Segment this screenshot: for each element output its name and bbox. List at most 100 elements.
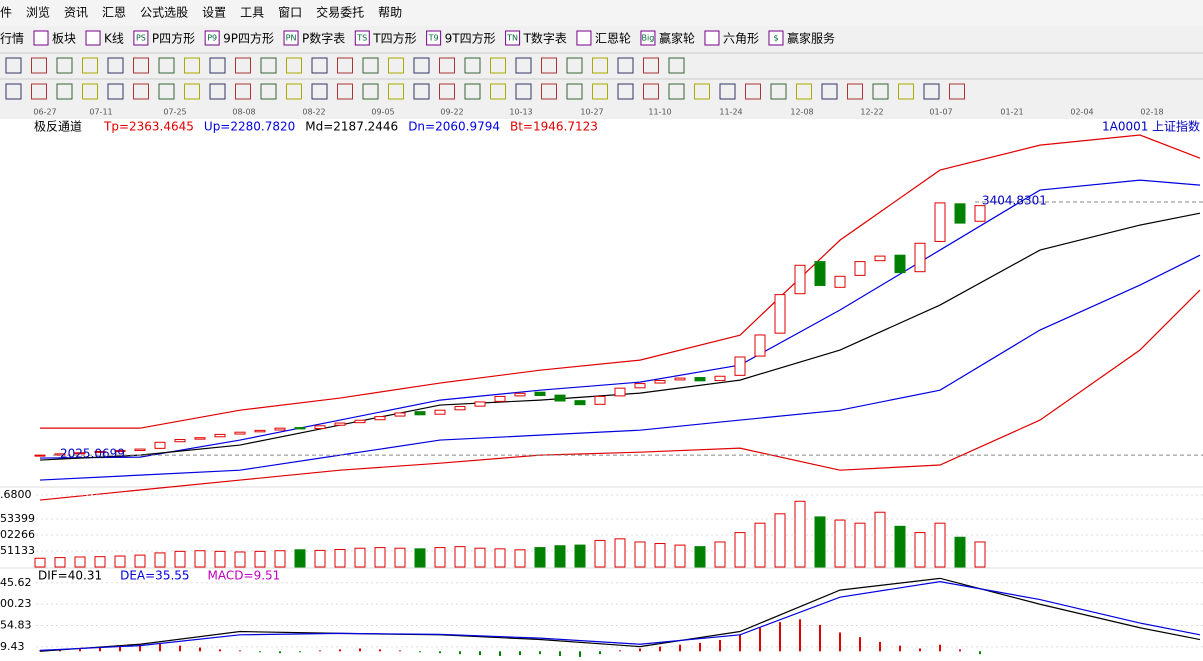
tool-icon[interactable] bbox=[668, 83, 685, 100]
tool-icon[interactable] bbox=[362, 83, 379, 100]
tool-icon[interactable] bbox=[541, 57, 557, 74]
tool-icon[interactable] bbox=[311, 83, 328, 100]
tool-icon[interactable] bbox=[768, 30, 784, 46]
tool-icon[interactable] bbox=[283, 30, 299, 46]
tool-button[interactable]: P数字表 bbox=[302, 31, 345, 46]
tool-button[interactable]: 行情 bbox=[0, 32, 24, 46]
tool-icon[interactable] bbox=[158, 83, 175, 100]
tool-icon-text[interactable]: Big bbox=[642, 34, 655, 43]
tool-icon[interactable] bbox=[745, 83, 761, 100]
menu-item[interactable]: 窗口 bbox=[278, 6, 302, 20]
tool-icon[interactable] bbox=[31, 57, 47, 74]
menu-item[interactable]: 资讯 bbox=[64, 6, 88, 20]
tool-icon[interactable] bbox=[337, 83, 353, 100]
tool-icon[interactable] bbox=[388, 83, 404, 100]
tool-icon[interactable] bbox=[260, 83, 277, 100]
tool-icon[interactable] bbox=[847, 83, 863, 100]
tool-icon[interactable] bbox=[617, 57, 634, 74]
tool-icon[interactable] bbox=[82, 83, 98, 100]
tool-icon[interactable] bbox=[643, 83, 659, 100]
tool-icon[interactable] bbox=[354, 30, 370, 46]
tool-icon[interactable] bbox=[464, 83, 481, 100]
menu-item[interactable]: 工具 bbox=[240, 6, 264, 20]
menu-item[interactable]: 公式选股 bbox=[140, 6, 188, 20]
tool-icon[interactable] bbox=[133, 83, 149, 100]
tool-button[interactable]: 赢家服务 bbox=[787, 31, 835, 46]
tool-icon[interactable] bbox=[5, 57, 22, 74]
tool-icon[interactable] bbox=[566, 57, 583, 74]
tool-icon[interactable] bbox=[56, 83, 73, 100]
tool-button[interactable]: T数字表 bbox=[523, 31, 567, 46]
tool-icon[interactable] bbox=[235, 57, 251, 74]
tool-button[interactable]: 9T四方形 bbox=[445, 31, 496, 46]
menu-item[interactable]: 汇恩 bbox=[102, 6, 126, 20]
tool-button[interactable]: 六角形 bbox=[723, 32, 759, 46]
tool-icon-text[interactable]: TS bbox=[356, 34, 367, 43]
tool-icon[interactable] bbox=[770, 83, 787, 100]
tool-icon[interactable] bbox=[362, 57, 379, 74]
tool-icon[interactable] bbox=[668, 57, 685, 74]
menu-item[interactable]: 帮助 bbox=[378, 6, 402, 20]
tool-icon[interactable] bbox=[515, 57, 532, 74]
tool-icon[interactable] bbox=[184, 83, 200, 100]
tool-icon[interactable] bbox=[640, 30, 656, 46]
tool-icon[interactable] bbox=[85, 30, 101, 46]
tool-icon[interactable] bbox=[286, 83, 302, 100]
tool-icon[interactable] bbox=[821, 83, 838, 100]
tool-icon[interactable] bbox=[133, 30, 149, 46]
tool-icon[interactable] bbox=[107, 83, 124, 100]
tool-icon[interactable] bbox=[490, 57, 506, 74]
tool-icon[interactable] bbox=[311, 57, 328, 74]
menu-item[interactable]: 设置 bbox=[202, 6, 226, 20]
tool-icon-text[interactable]: T9 bbox=[428, 34, 439, 43]
tool-icon[interactable] bbox=[464, 57, 481, 74]
tool-button[interactable]: 板块 bbox=[52, 32, 76, 46]
tool-icon[interactable] bbox=[388, 57, 404, 74]
tool-button[interactable]: 9P四方形 bbox=[223, 31, 274, 46]
tool-icon[interactable] bbox=[796, 83, 812, 100]
tool-icon[interactable] bbox=[576, 30, 592, 46]
tool-icon[interactable] bbox=[617, 83, 634, 100]
tool-icon-text[interactable]: P9 bbox=[207, 34, 217, 43]
tool-icon[interactable] bbox=[337, 57, 353, 74]
tool-icon[interactable] bbox=[439, 57, 455, 74]
tool-icon[interactable] bbox=[505, 30, 521, 46]
tool-icon[interactable] bbox=[439, 83, 455, 100]
menu-item[interactable]: 件 bbox=[0, 6, 12, 20]
tool-icon[interactable] bbox=[5, 83, 22, 100]
tool-icon[interactable] bbox=[56, 57, 73, 74]
tool-icon-text[interactable]: TN bbox=[506, 34, 518, 43]
tool-icon[interactable] bbox=[133, 57, 149, 74]
tool-icon[interactable] bbox=[704, 30, 720, 46]
tool-icon[interactable] bbox=[235, 83, 251, 100]
tool-icon[interactable] bbox=[719, 83, 736, 100]
tool-icon[interactable] bbox=[541, 83, 557, 100]
tool-icon[interactable] bbox=[286, 57, 302, 74]
tool-icon[interactable] bbox=[949, 83, 965, 100]
tool-icon[interactable] bbox=[898, 83, 914, 100]
tool-icon[interactable] bbox=[872, 83, 889, 100]
tool-icon[interactable] bbox=[413, 83, 430, 100]
tool-icon[interactable] bbox=[33, 30, 49, 46]
tool-button[interactable]: T四方形 bbox=[372, 31, 416, 46]
tool-icon[interactable] bbox=[426, 30, 442, 46]
tool-icon[interactable] bbox=[566, 83, 583, 100]
menu-item[interactable]: 交易委托 bbox=[316, 5, 364, 20]
tool-icon[interactable] bbox=[923, 83, 940, 100]
tool-icon[interactable] bbox=[643, 57, 659, 74]
tool-icon[interactable] bbox=[694, 83, 710, 100]
tool-icon[interactable] bbox=[490, 83, 506, 100]
tool-icon[interactable] bbox=[184, 57, 200, 74]
tool-button[interactable]: 汇恩轮 bbox=[595, 32, 631, 46]
menu-item[interactable]: 浏览 bbox=[26, 5, 50, 20]
tool-icon[interactable] bbox=[204, 30, 220, 46]
tool-icon[interactable] bbox=[260, 57, 277, 74]
tool-icon[interactable] bbox=[209, 57, 226, 74]
tool-icon-text[interactable]: PN bbox=[286, 34, 297, 43]
tool-button[interactable]: 赢家轮 bbox=[659, 31, 695, 46]
tool-icon-text[interactable]: $ bbox=[773, 34, 778, 43]
tool-icon[interactable] bbox=[413, 57, 430, 74]
tool-icon-text[interactable]: PS bbox=[136, 34, 146, 43]
tool-icon[interactable] bbox=[82, 57, 98, 74]
tool-icon[interactable] bbox=[592, 83, 608, 100]
